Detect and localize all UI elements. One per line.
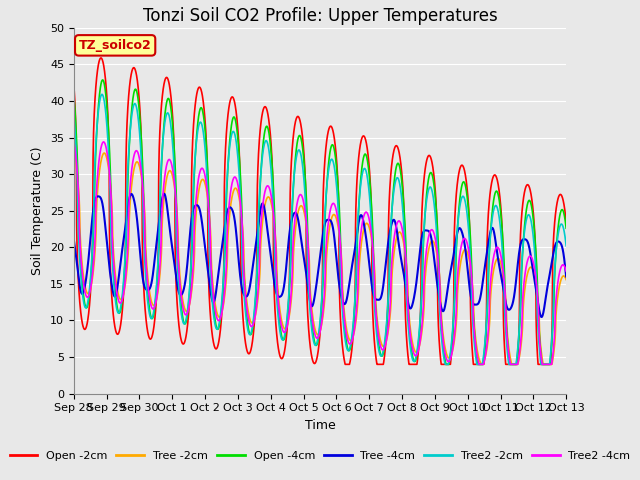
- Tree -4cm: [500, 288, 508, 293]
- Open -2cm: [259, 108, 267, 114]
- Tree2 -2cm: [563, 243, 570, 249]
- Line: Open -4cm: Open -4cm: [74, 80, 566, 364]
- Open -4cm: [500, 253, 508, 259]
- Tree -4cm: [538, 314, 545, 320]
- Tree -4cm: [126, 193, 134, 199]
- Open -4cm: [99, 77, 106, 83]
- Tree -4cm: [70, 237, 77, 243]
- Title: Tonzi Soil CO2 Profile: Upper Temperatures: Tonzi Soil CO2 Profile: Upper Temperatur…: [143, 7, 497, 25]
- Tree -4cm: [563, 274, 570, 279]
- Open -4cm: [442, 361, 450, 367]
- Tree2 -2cm: [442, 361, 449, 367]
- Open -4cm: [553, 239, 561, 244]
- Tree2 -4cm: [500, 272, 508, 277]
- Line: Open -2cm: Open -2cm: [74, 58, 566, 364]
- Tree2 -4cm: [70, 139, 77, 144]
- Tree2 -4cm: [156, 272, 163, 278]
- Line: Tree -2cm: Tree -2cm: [74, 149, 566, 364]
- Tree -4cm: [160, 191, 168, 197]
- Tree -2cm: [553, 304, 561, 310]
- Open -4cm: [259, 144, 267, 150]
- Open -2cm: [126, 78, 134, 84]
- Tree -4cm: [280, 283, 288, 288]
- Open -2cm: [553, 202, 561, 207]
- Tree2 -2cm: [98, 92, 106, 97]
- Open -2cm: [341, 361, 349, 367]
- Tree -2cm: [126, 202, 134, 207]
- Line: Tree -4cm: Tree -4cm: [74, 194, 566, 317]
- Tree -2cm: [280, 325, 288, 331]
- Tree2 -2cm: [259, 150, 267, 156]
- Open -2cm: [500, 328, 508, 334]
- Open -4cm: [563, 225, 570, 231]
- Open -2cm: [156, 141, 163, 147]
- Open -4cm: [126, 127, 134, 133]
- Tree -4cm: [259, 201, 267, 206]
- Open -2cm: [70, 82, 77, 88]
- Open -2cm: [97, 55, 105, 61]
- Tree2 -4cm: [476, 361, 483, 367]
- Open -4cm: [70, 92, 77, 98]
- Y-axis label: Soil Temperature (C): Soil Temperature (C): [31, 146, 44, 275]
- Tree -2cm: [259, 218, 266, 224]
- Tree2 -2cm: [126, 128, 134, 134]
- Open -2cm: [563, 219, 570, 225]
- Legend: Open -2cm, Tree -2cm, Open -4cm, Tree -4cm, Tree2 -2cm, Tree2 -4cm: Open -2cm, Tree -2cm, Open -4cm, Tree -4…: [5, 447, 635, 466]
- Tree2 -2cm: [280, 335, 288, 340]
- Tree -2cm: [508, 361, 516, 367]
- Line: Tree2 -2cm: Tree2 -2cm: [74, 95, 566, 364]
- Tree2 -4cm: [280, 329, 288, 335]
- Open -2cm: [280, 350, 288, 356]
- Tree -2cm: [70, 146, 77, 152]
- Tree -4cm: [156, 216, 163, 222]
- Open -4cm: [156, 235, 163, 240]
- Tree2 -4cm: [563, 268, 570, 274]
- Tree -4cm: [553, 239, 561, 245]
- Tree2 -4cm: [553, 290, 561, 296]
- Tree2 -2cm: [500, 275, 508, 280]
- Tree2 -4cm: [259, 204, 266, 209]
- Tree2 -2cm: [70, 111, 77, 117]
- Line: Tree2 -4cm: Tree2 -4cm: [74, 142, 566, 364]
- Tree2 -2cm: [156, 222, 163, 228]
- Text: TZ_soilco2: TZ_soilco2: [79, 39, 152, 52]
- Tree2 -2cm: [553, 242, 561, 248]
- Tree -2cm: [156, 279, 163, 285]
- X-axis label: Time: Time: [305, 419, 335, 432]
- Open -4cm: [280, 336, 288, 342]
- Tree -2cm: [500, 274, 508, 279]
- Tree2 -4cm: [126, 185, 134, 191]
- Tree -2cm: [563, 276, 570, 282]
